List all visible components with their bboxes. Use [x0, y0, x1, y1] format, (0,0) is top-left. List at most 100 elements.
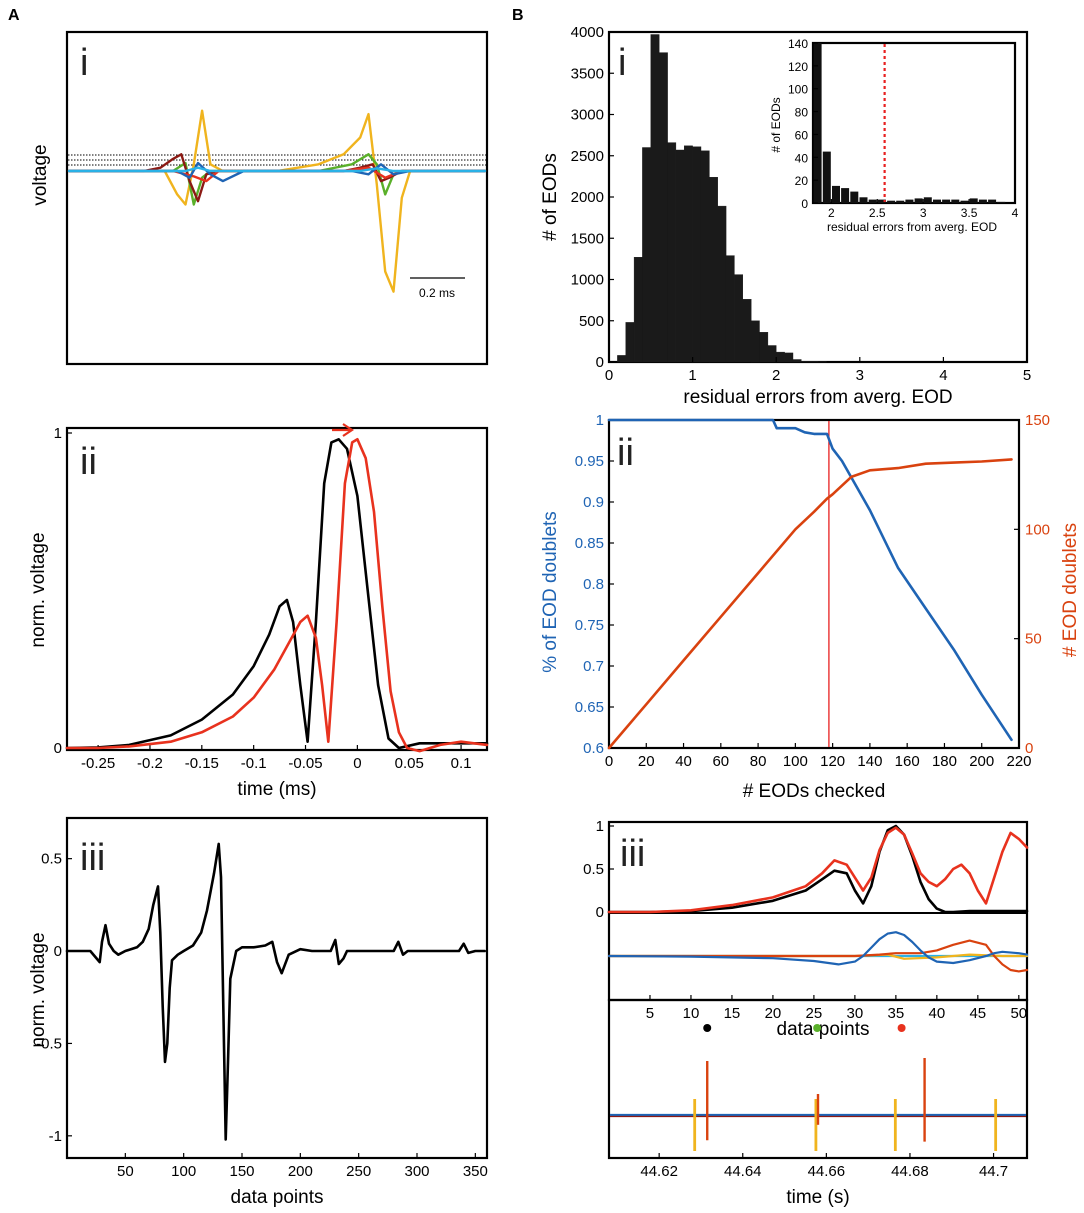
- b-i-bar: [750, 320, 760, 363]
- a-iii-ytick-label: -0.5: [36, 1035, 62, 1052]
- b-ii-left-ytick-label: 0.65: [575, 699, 604, 716]
- inset-ytick-label: 60: [795, 128, 809, 142]
- b-iv-xtick-label: 44.66: [808, 1163, 846, 1180]
- inset-bar: [914, 198, 923, 203]
- b-ii-left-ytick-label: 0.7: [583, 658, 604, 675]
- frame-a-i: [65, 30, 489, 366]
- inset-bar: [960, 200, 969, 203]
- b-iii-xtick-label: 5: [646, 1005, 654, 1022]
- b-ii-xtick-label: 180: [932, 753, 957, 770]
- b-i-ytick-label: 3000: [571, 107, 604, 124]
- a-iii-xtick-label: 150: [229, 1163, 254, 1180]
- a-iii-xtick-label: 200: [288, 1163, 313, 1180]
- b-ii-left-ytick-label: 1: [596, 412, 604, 429]
- a-iii-ytick-label: -1: [49, 1128, 62, 1145]
- xlabel-b-i: residual errors from averg. EOD: [683, 387, 952, 408]
- threshold-lines-a-i: [68, 154, 486, 166]
- inset-bar: [841, 188, 850, 203]
- a-ii-xtick-label: -0.15: [185, 755, 219, 772]
- xlabel-b-iv: time (s): [786, 1187, 849, 1208]
- b-i-bar: [801, 361, 810, 363]
- numeral-a-ii: ii: [80, 441, 97, 483]
- b-iii-xtick-label: 30: [847, 1005, 864, 1022]
- chart-b-ii: ii 0 20 40 60 80 100 120 140 160 180 200 220 0.6 0.65…: [540, 412, 1081, 802]
- inset-bar: [969, 198, 978, 203]
- b-ii-series--of-eod-doublets: [607, 418, 1013, 742]
- a-iii-xtick-label: 300: [404, 1163, 429, 1180]
- a-i-series-yellow: [67, 109, 487, 293]
- b-i-bar: [717, 205, 727, 363]
- xlabel-b-iii: data points: [777, 1019, 870, 1040]
- a-ii-xtick-label: -0.05: [288, 755, 322, 772]
- b-i-xtick-label: 2: [772, 367, 780, 384]
- a-iii-xtick-label: 250: [346, 1163, 371, 1180]
- inset-ytick-label: 40: [795, 151, 809, 165]
- numeral-a-i: i: [80, 42, 88, 84]
- b-iii-ytick-label: 1: [596, 818, 604, 835]
- inset-bar: [887, 200, 896, 203]
- b-iii-xtick-label: 10: [683, 1005, 700, 1022]
- b-ii-xtick-label: 120: [820, 753, 845, 770]
- b-iv-marker: [703, 1024, 712, 1032]
- frame-b-iv: [607, 998, 1029, 1160]
- b-ii-xtick-label: 100: [783, 753, 808, 770]
- inset-bar: [850, 191, 859, 203]
- b-iii-xtick-label: 25: [806, 1005, 823, 1022]
- b-i-bar: [776, 351, 785, 363]
- a-ii-xtick-label: -0.2: [137, 755, 163, 772]
- b-iv-xtick-label: 44.64: [724, 1163, 762, 1180]
- b-ii-xtick-label: 220: [1006, 753, 1031, 770]
- inset-bar: [822, 151, 831, 203]
- ylabel-inset: # of EODs: [769, 97, 783, 152]
- inset-ytick-label: 120: [788, 60, 808, 74]
- b-iii-xtick-label: 15: [724, 1005, 741, 1022]
- b-ii-xtick-label: 140: [857, 753, 882, 770]
- b-i-bar: [742, 299, 752, 363]
- b-i-ytick-label: 4000: [571, 24, 604, 41]
- b-i-ytick-label: 1000: [571, 272, 604, 289]
- a-i-series-light-blue: [67, 166, 487, 173]
- b-i-bar: [659, 52, 668, 363]
- a-ii-ytick-label: 1: [54, 425, 62, 442]
- b-ii-right-ytick-label: 50: [1025, 631, 1042, 648]
- chart-b-iv: 44.62 44.64 44.66 44.68 44.7 time (s): [607, 998, 1029, 1208]
- b-i-bar: [709, 176, 718, 363]
- a-ii-xtick-label: 0.05: [395, 755, 424, 772]
- b-ii-left-ytick-label: 0.75: [575, 617, 604, 634]
- inset-xtick-label: 3.5: [961, 206, 978, 220]
- b-i-ytick-label: 500: [579, 313, 604, 330]
- b-ii-xtick-label: 160: [895, 753, 920, 770]
- b-ii-right-ytick-label: 150: [1025, 412, 1050, 429]
- ylabel-a-iii: norm. voltage: [28, 932, 49, 1047]
- b-ii-right-ytick-label: 0: [1025, 740, 1033, 757]
- b-i-bar: [692, 146, 702, 363]
- b-i-ytick-label: 3500: [571, 65, 604, 82]
- a-ii-xtick-label: 0.1: [451, 755, 472, 772]
- a-ii-xtick-label: 0: [353, 755, 361, 772]
- ylabel-b-i: # of EODs: [540, 153, 561, 241]
- b-iv-marker: [897, 1024, 906, 1032]
- b-ii-series--eod-doublets: [607, 458, 1013, 750]
- b-iii-xtick-label: 50: [1010, 1005, 1027, 1022]
- inset-bar: [813, 43, 822, 203]
- b-ii-xtick-label: 60: [712, 753, 729, 770]
- b-i-bar: [684, 145, 693, 363]
- a-iii-xtick-label: 50: [117, 1163, 134, 1180]
- a-iii-xtick-label: 100: [171, 1163, 196, 1180]
- inset-bar: [933, 199, 941, 203]
- a-ii-xtick-label: -0.1: [241, 755, 267, 772]
- chart-b-i: i 0 1 2 3 4 505001000150020002500300035004000…: [540, 24, 1031, 408]
- b-i-xtick-label: 1: [688, 367, 696, 384]
- a-iii-series-black: [65, 842, 486, 1141]
- inset-bar: [951, 199, 960, 203]
- frame-a-ii: [65, 426, 489, 752]
- b-iv-marker: [813, 1024, 822, 1032]
- numeral-b-i: i: [618, 42, 626, 84]
- b-iii-ytick-label: 0: [596, 904, 604, 921]
- inset-bar: [923, 197, 932, 203]
- a-iii-ytick-label: 0.5: [41, 851, 62, 868]
- b-i-xtick-label: 5: [1023, 367, 1031, 384]
- b-ii-left-ytick-label: 0.8: [583, 576, 604, 593]
- b-i-bar: [759, 332, 769, 363]
